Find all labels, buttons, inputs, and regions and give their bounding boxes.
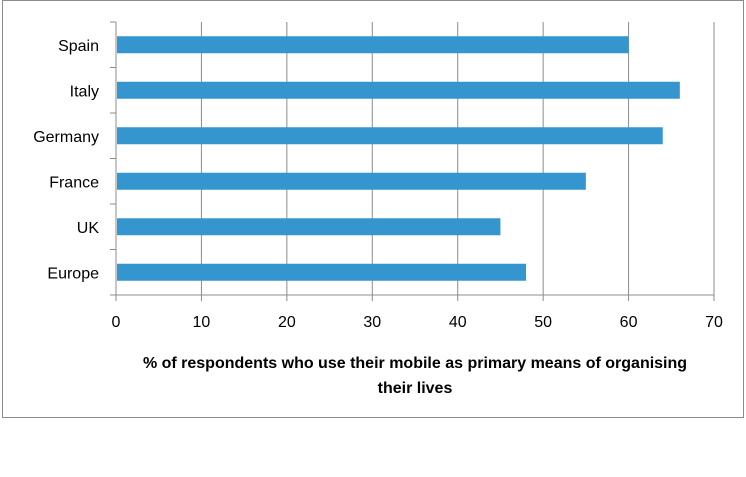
bar-france xyxy=(117,172,586,190)
x-tick-label-50: 50 xyxy=(534,314,552,331)
chart-frame: 0 10 20 30 40 50 60 70 Spain Italy Germany France UK… xyxy=(2,0,744,418)
bar-spain xyxy=(117,36,629,54)
category-label-europe: Europe xyxy=(47,265,99,282)
category-label-italy: Italy xyxy=(70,83,99,100)
bars xyxy=(117,36,680,281)
x-tick-label-60: 60 xyxy=(620,314,638,331)
bar-italy xyxy=(117,81,680,99)
category-label-france: France xyxy=(49,174,99,191)
category-label-spain: Spain xyxy=(58,38,99,55)
grid-lines xyxy=(200,22,715,295)
x-tick-label-30: 30 xyxy=(363,314,381,331)
bar-chart: 0 10 20 30 40 50 60 70 Spain Italy Germany France UK… xyxy=(33,21,723,397)
axes xyxy=(110,21,715,301)
category-label-uk: UK xyxy=(77,220,100,237)
x-tick-label-70: 70 xyxy=(705,314,723,331)
bar-germany xyxy=(117,127,663,145)
x-tick-label-10: 10 xyxy=(193,314,211,331)
x-tick-label-0: 0 xyxy=(112,314,121,331)
bar-europe xyxy=(117,263,527,281)
category-label-germany: Germany xyxy=(33,129,99,146)
bar-uk xyxy=(117,218,501,236)
x-tick-label-40: 40 xyxy=(449,314,467,331)
x-tick-label-20: 20 xyxy=(278,314,296,331)
labels: 0 10 20 30 40 50 60 70 Spain Italy Germany France UK… xyxy=(33,38,723,331)
x-axis-title-line-1: % of respondents who use their mobile as… xyxy=(143,355,687,372)
x-axis-title-line-2: their lives xyxy=(378,380,453,397)
